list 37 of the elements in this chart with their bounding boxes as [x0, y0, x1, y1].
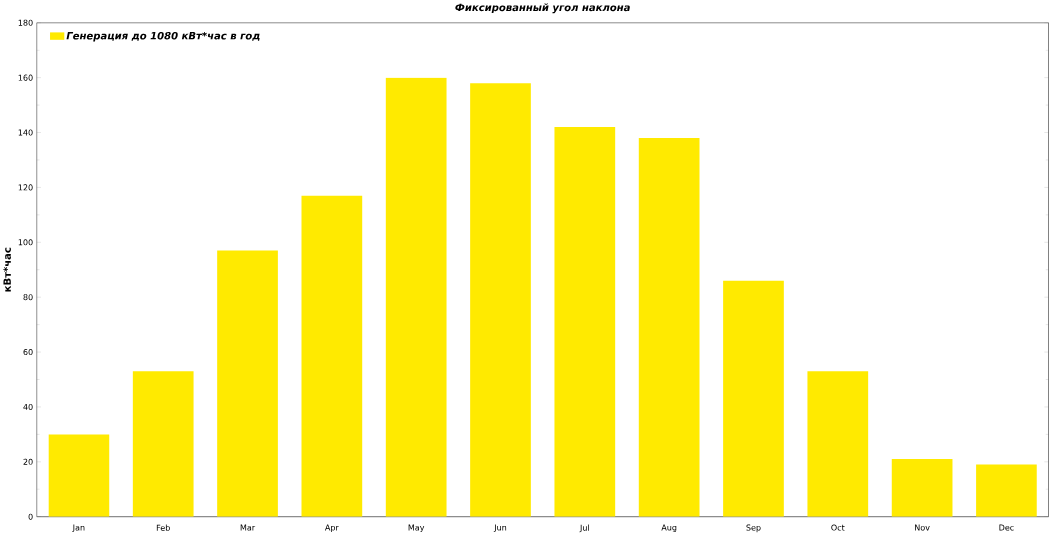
x-tick-label: Jun: [493, 524, 507, 533]
x-tick-label: Sep: [746, 524, 761, 533]
bar: [301, 195, 363, 517]
x-tick-label: Aug: [661, 524, 677, 533]
legend-label: Генерация до 1080 кВт*час в год: [66, 32, 260, 42]
bar: [217, 250, 278, 517]
bar: [132, 371, 194, 517]
x-tick-label: Nov: [915, 524, 930, 531]
y-tick-label: 20: [23, 458, 33, 466]
bar: [470, 83, 531, 517]
y-tick-label: 160: [18, 74, 33, 81]
y-axis-title: кВт*час: [3, 248, 11, 292]
bar: [891, 459, 953, 517]
x-tick-label: Jul: [579, 524, 589, 533]
y-tick-label: 40: [23, 404, 33, 411]
x-tick-label: Oct: [831, 524, 845, 531]
x-tick-label: Dec: [999, 524, 1014, 531]
y-tick-label: 120: [18, 184, 33, 191]
y-tick-label: 180: [18, 19, 33, 26]
bar: [807, 371, 869, 517]
y-tick-label: 80: [23, 294, 33, 301]
bar: [638, 138, 700, 517]
y-tick-label: 60: [23, 349, 33, 356]
bar: [976, 464, 1037, 517]
y-tick-label: 140: [18, 129, 33, 136]
y-tick-label: 0: [28, 513, 33, 520]
x-tick-label: Feb: [156, 524, 170, 531]
bar: [385, 77, 447, 517]
bar: [723, 280, 784, 517]
bar: [48, 434, 110, 517]
x-tick-label: Apr: [324, 524, 339, 533]
x-tick-label: Mar: [240, 524, 256, 531]
chart-title: Фиксированный угол наклона: [455, 3, 630, 14]
x-tick-label: Jan: [72, 524, 85, 533]
bar: [554, 127, 616, 517]
x-tick-label: May: [408, 524, 425, 533]
y-tick-label: 100: [18, 239, 33, 246]
